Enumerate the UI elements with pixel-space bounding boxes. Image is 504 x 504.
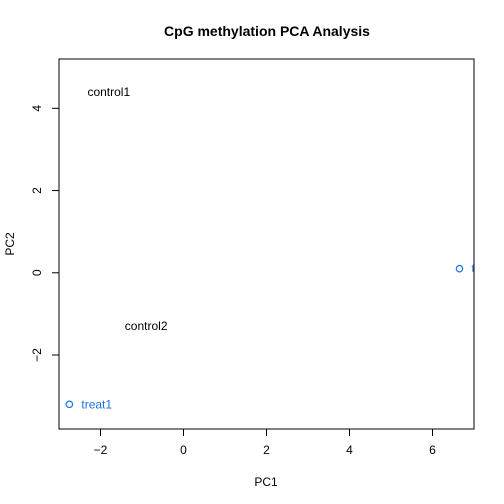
point-label-treat1: treat1: [81, 397, 112, 411]
x-axis-label: PC1: [254, 475, 278, 489]
y-tick-label: 2: [30, 187, 44, 194]
data-points: control1 control2 treat1 t: [65, 85, 475, 411]
y-axis-label: PC2: [3, 232, 17, 256]
y-tick-label: 0: [30, 269, 44, 276]
plot-area: [58, 58, 475, 430]
point-label-t: t: [471, 262, 475, 276]
point-label-control1: control1: [87, 85, 130, 99]
point-marker-t: [455, 264, 464, 273]
x-tick-label: 2: [263, 443, 270, 457]
x-axis: −2 0 2 4 6: [94, 429, 436, 457]
y-tick-label: −2: [30, 348, 44, 362]
x-tick-label: 4: [346, 443, 353, 457]
x-tick-label: 6: [429, 443, 436, 457]
x-tick-label: 0: [180, 443, 187, 457]
chart-title: CpG methylation PCA Analysis: [164, 23, 370, 39]
point-marker-treat1: [65, 400, 74, 409]
x-tick-label: −2: [94, 443, 108, 457]
point-label-control2: control2: [125, 319, 168, 333]
y-axis: −2 0 2 4: [30, 105, 59, 362]
y-tick-label: 4: [30, 105, 44, 112]
